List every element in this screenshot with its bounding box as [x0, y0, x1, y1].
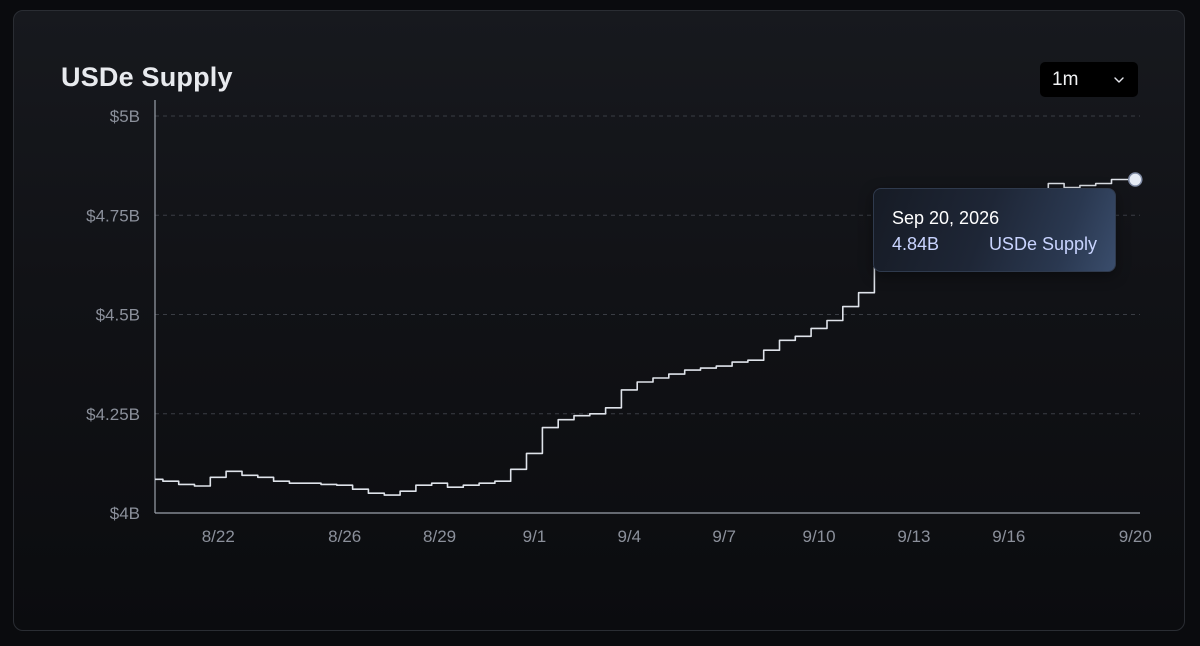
- y-tick-label: $4.5B: [96, 306, 140, 325]
- x-tick-label: 9/20: [1119, 527, 1152, 546]
- y-axis-ticks: $4B $4.25B $4.5B $4.75B $5B: [86, 107, 140, 523]
- y-tick-label: $5B: [110, 107, 140, 126]
- data-tooltip: Sep 20, 2026 4.84B USDe Supply: [873, 188, 1116, 272]
- tooltip-row: 4.84B USDe Supply: [892, 234, 1097, 255]
- highlight-point: [1128, 172, 1143, 187]
- x-axis-ticks: 8/22 8/26 8/29 9/1 9/4 9/7 9/10 9/13 9/16 9/20: [202, 527, 1152, 546]
- tooltip-series-name: USDe Supply: [988, 234, 1097, 254]
- y-tick-label: $4B: [110, 504, 140, 523]
- x-tick-label: 8/22: [202, 527, 235, 546]
- x-tick-label: 8/29: [423, 527, 456, 546]
- y-tick-label: $4.75B: [86, 206, 140, 225]
- y-tick-label: $4.25B: [86, 405, 140, 424]
- time-range-dropdown[interactable]: 1m: [1040, 62, 1138, 97]
- x-tick-label: 9/13: [897, 527, 930, 546]
- x-tick-label: 9/10: [802, 527, 835, 546]
- chart-title: USDe Supply: [61, 62, 233, 92]
- chevron-down-icon: [1114, 76, 1124, 83]
- x-tick-label: 8/26: [328, 527, 361, 546]
- tooltip-value: 4.84B: [892, 234, 940, 254]
- x-tick-label: 9/16: [992, 527, 1025, 546]
- tooltip-date: Sep 20, 2026: [892, 208, 1000, 228]
- chart-card: [13, 10, 1185, 631]
- x-tick-label: 9/1: [523, 527, 547, 546]
- time-range-label: 1m: [1052, 68, 1079, 90]
- x-tick-label: 9/7: [712, 527, 736, 546]
- x-tick-label: 9/4: [617, 527, 641, 546]
- axes: [154, 100, 1140, 514]
